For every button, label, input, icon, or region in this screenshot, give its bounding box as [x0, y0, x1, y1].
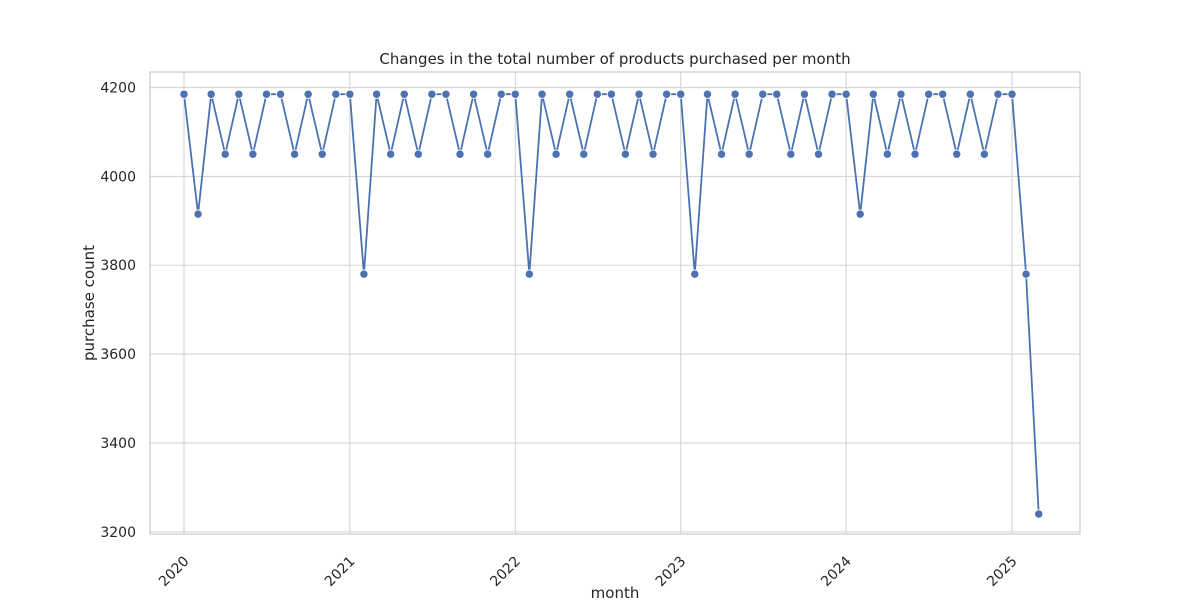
data-point	[441, 89, 451, 99]
data-point	[910, 149, 920, 159]
data-point	[716, 149, 727, 159]
data-point	[1021, 269, 1031, 279]
data-point	[896, 89, 906, 99]
data-point	[979, 149, 990, 159]
data-point	[551, 149, 561, 159]
y-tick-label: 3200	[100, 525, 136, 541]
data-point	[758, 89, 768, 99]
data-point	[938, 89, 948, 99]
data-point	[455, 149, 465, 159]
data-point	[1034, 509, 1044, 519]
data-point	[371, 89, 382, 99]
data-point	[468, 89, 479, 99]
data-point	[923, 89, 934, 99]
y-tick-label: 3600	[100, 347, 136, 363]
x-tick-label: 2022	[487, 553, 524, 590]
data-point	[510, 89, 520, 99]
x-tick-label: 2021	[322, 553, 359, 590]
data-point	[676, 89, 686, 99]
data-point	[1007, 89, 1017, 99]
data-point	[965, 89, 975, 99]
data-point	[193, 209, 203, 219]
data-point	[317, 149, 327, 159]
data-point	[952, 149, 962, 159]
data-point	[592, 89, 602, 99]
y-tick-label: 3800	[100, 258, 136, 274]
data-point	[331, 89, 341, 99]
data-point	[179, 89, 189, 99]
data-point	[634, 89, 644, 99]
chart-title: Changes in the total number of products …	[379, 50, 850, 68]
y-tick-label: 4200	[100, 81, 136, 97]
data-point	[620, 149, 631, 159]
data-point	[496, 89, 506, 99]
data-point	[690, 269, 700, 279]
x-tick-label: 2025	[984, 553, 1021, 590]
data-point	[606, 89, 617, 99]
data-point	[702, 89, 713, 99]
data-point	[855, 209, 865, 219]
data-point	[275, 89, 286, 99]
grid	[150, 72, 1080, 534]
data-point	[289, 149, 300, 159]
y-axis-label: purchase count	[80, 245, 98, 361]
data-point	[359, 269, 369, 279]
plot-frame	[149, 71, 1081, 535]
data-point	[399, 89, 409, 99]
x-axis-label: month	[591, 584, 640, 600]
data-point	[662, 89, 672, 99]
data-point	[772, 89, 782, 99]
x-tick-label: 2020	[156, 553, 193, 590]
x-tick-label: 2023	[653, 553, 690, 590]
data-point	[993, 89, 1003, 99]
data-point	[799, 89, 810, 99]
y-tick-label: 3400	[100, 436, 136, 452]
plot-area	[150, 72, 1080, 534]
y-tick-label: 4000	[100, 169, 136, 185]
data-point	[579, 149, 589, 159]
data-point	[841, 89, 851, 99]
data-point	[827, 89, 837, 99]
data-point	[786, 149, 796, 159]
data-point	[427, 89, 437, 99]
data-point	[303, 89, 313, 99]
data-point	[565, 89, 575, 99]
data-point	[813, 149, 824, 159]
data-point	[206, 89, 216, 99]
series	[179, 89, 1044, 519]
data-point	[234, 89, 244, 99]
data-point	[220, 149, 230, 159]
data-point	[730, 89, 740, 99]
data-point	[261, 89, 272, 99]
data-point	[248, 149, 258, 159]
data-point	[482, 149, 493, 159]
data-point	[386, 149, 396, 159]
data-point	[744, 149, 754, 159]
data-point	[537, 89, 547, 99]
data-point	[524, 269, 534, 279]
data-point	[882, 149, 893, 159]
data-point	[413, 149, 423, 159]
data-point	[868, 89, 878, 99]
data-point	[648, 149, 658, 159]
x-tick-label: 2024	[818, 553, 855, 590]
data-point	[345, 89, 355, 99]
